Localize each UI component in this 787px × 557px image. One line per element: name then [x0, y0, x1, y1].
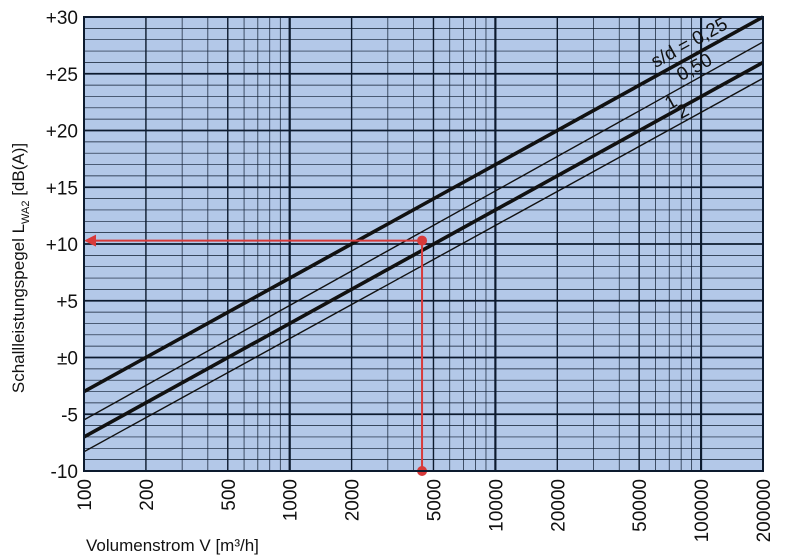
plot-frame [83, 16, 764, 472]
y-tick-label: +15 [46, 178, 78, 199]
example-reading [84, 234, 428, 476]
y-tick-label: -5 [61, 405, 78, 426]
y-tick-labels: +30 +25 +20 +15 +10 +5 ±0 -5 -10 [46, 8, 78, 483]
x-tick-label: 50000 [630, 479, 651, 532]
y-tick-label: ±0 [57, 349, 78, 370]
x-tick-label: 500 [219, 479, 240, 511]
series-line-0-50 [83, 41, 764, 421]
x-tick-label: 100 [75, 479, 96, 511]
minor-grid [84, 17, 763, 471]
x-tick-label: 2000 [343, 479, 364, 521]
x-tick-label: 100000 [692, 479, 713, 542]
series-line-0-25 [83, 15, 764, 394]
x-tick-label: 20000 [548, 479, 569, 532]
y-tick-label: -10 [51, 462, 78, 483]
y-tick-label: +5 [56, 292, 78, 313]
example-point [417, 235, 428, 246]
y-axis-title: Schallleistungspegel LWA2 [dB(A)] [9, 143, 32, 393]
x-axis-title: Volumenstrom V [m³/h] [86, 536, 259, 555]
x-tick-label: 5000 [425, 479, 446, 521]
y-tick-label: +25 [46, 65, 78, 86]
x-tick-label: 10000 [486, 479, 507, 532]
example-arrow-icon [84, 234, 96, 247]
x-tick-label: 200000 [754, 479, 775, 542]
x-tick-label: 200 [137, 479, 158, 511]
series-line-2 [83, 77, 764, 453]
y-tick-label: +20 [46, 122, 78, 143]
y-tick-label: +10 [46, 235, 78, 256]
x-tick-labels: 100 200 500 1000 2000 5000 10000 20000 50000 1000… [75, 479, 775, 542]
series-line-1 [83, 60, 764, 439]
x-tick-label: 1000 [281, 479, 302, 521]
y-tick-label: +30 [46, 8, 78, 29]
series-lines [83, 15, 764, 453]
